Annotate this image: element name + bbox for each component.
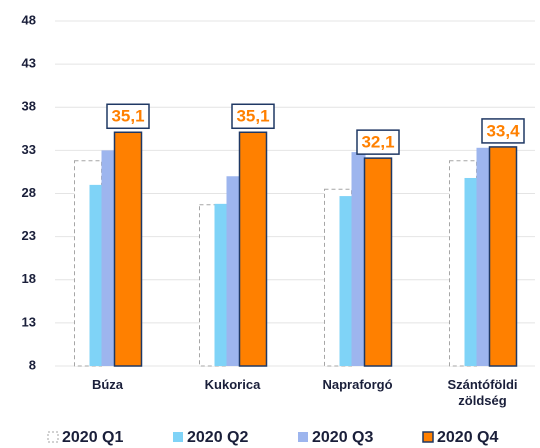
y-tick-label: 18 xyxy=(22,271,36,286)
x-tick-label: Búza xyxy=(91,377,124,392)
bar xyxy=(351,152,366,366)
y-tick-label: 43 xyxy=(22,56,36,71)
bar xyxy=(238,131,268,367)
legend-swatch xyxy=(422,431,434,443)
value-label: 33,4 xyxy=(486,121,520,140)
y-tick-label: 33 xyxy=(22,142,36,157)
value-label-box xyxy=(356,129,400,155)
legend-label: 2020 Q3 xyxy=(312,429,373,446)
legend-swatch xyxy=(173,432,183,442)
bar xyxy=(89,184,103,366)
legend-label: 2020 Q4 xyxy=(437,429,498,446)
legend-label: 2020 Q2 xyxy=(187,429,248,446)
bar xyxy=(113,131,143,367)
bar xyxy=(339,196,353,366)
y-tick-label: 28 xyxy=(22,185,36,200)
y-tick-label: 13 xyxy=(22,314,36,329)
value-label: 32,1 xyxy=(361,133,394,152)
bar xyxy=(476,147,491,366)
legend-swatch xyxy=(298,432,308,442)
legend-swatch xyxy=(47,431,59,443)
y-tick-label: 8 xyxy=(29,357,36,372)
y-tick-label: 23 xyxy=(22,228,36,243)
bar xyxy=(226,176,241,366)
bar xyxy=(488,146,518,367)
value-label-box xyxy=(231,103,275,130)
bar xyxy=(464,177,478,366)
bar xyxy=(214,203,228,366)
value-label-box xyxy=(106,103,150,130)
x-tick-label: Napraforgó xyxy=(322,377,393,392)
x-tick-label: Kukorica xyxy=(204,377,261,392)
value-label: 35,1 xyxy=(111,107,144,126)
value-label: 35,1 xyxy=(236,107,269,126)
y-tick-label: 38 xyxy=(22,99,36,114)
legend-label: 2020 Q1 xyxy=(62,429,123,446)
bar xyxy=(101,150,116,366)
y-tick-label: 48 xyxy=(22,12,36,27)
bar xyxy=(363,157,393,367)
x-tick-label: Szántóföldi zöldség xyxy=(447,377,518,408)
value-label-box xyxy=(481,118,525,144)
